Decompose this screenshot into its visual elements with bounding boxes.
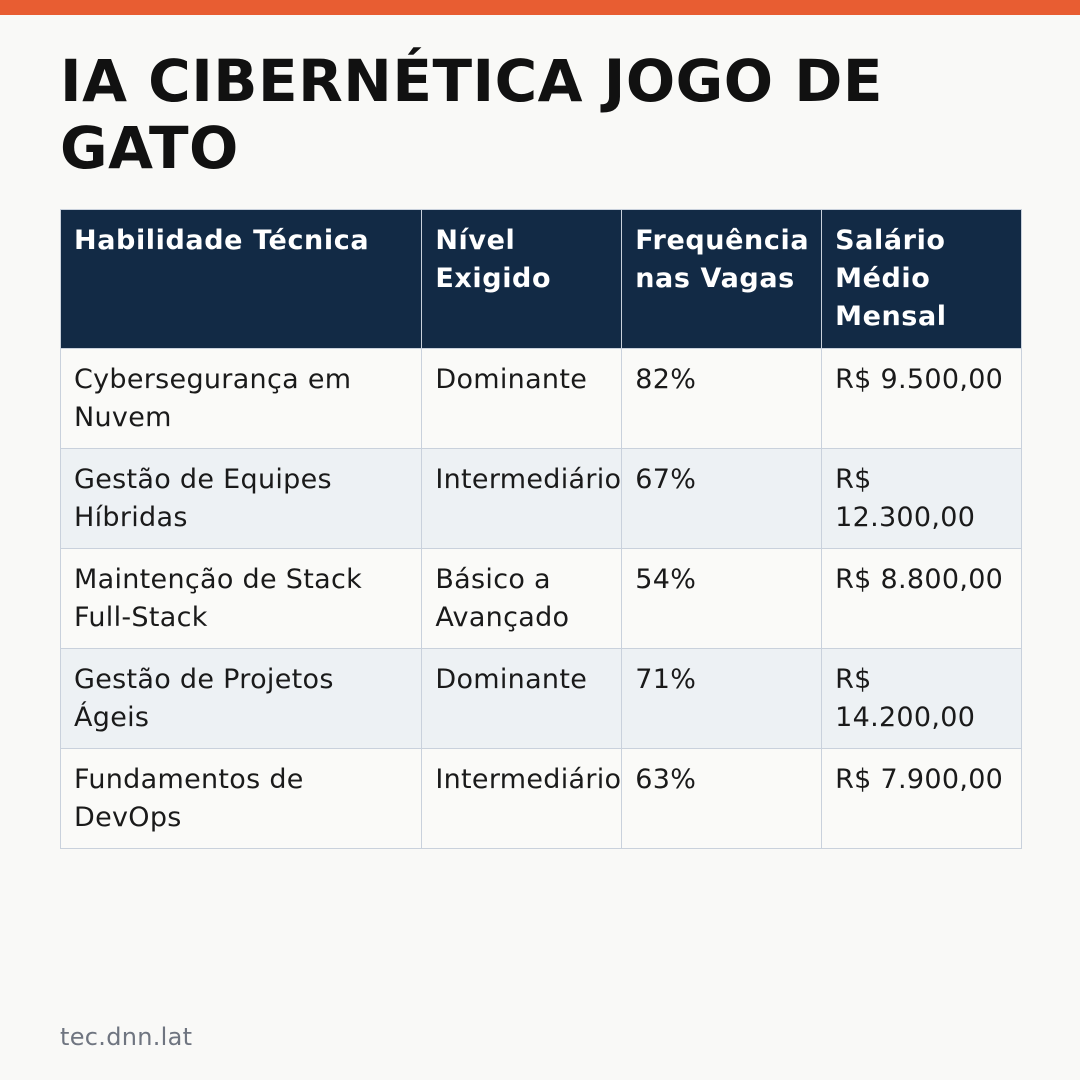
cell-nivel: Intermediário xyxy=(421,748,623,849)
cell-habilidade: Fundamentos de DevOps xyxy=(59,748,423,849)
skills-table: Habilidade Técnica Nível Exigido Frequên… xyxy=(59,209,1022,849)
cell-salario: R$ 9.500,00 xyxy=(821,348,1022,449)
cell-frequencia: 63% xyxy=(621,748,823,849)
header-nivel: Nível Exigido xyxy=(421,209,623,349)
cell-salario: R$ 8.800,00 xyxy=(821,548,1022,649)
table-row: Gestão de Equipes Híbridas Intermediário… xyxy=(59,448,1022,549)
cell-habilidade: Gestão de Projetos Ágeis xyxy=(59,648,423,749)
table-row: Fundamentos de DevOps Intermediário 63% … xyxy=(59,748,1022,849)
page-title: IA CIBERNÉTICA JOGO DE GATO xyxy=(60,47,883,182)
cell-habilidade: Maintenção de Stack Full-Stack xyxy=(59,548,423,649)
cell-frequencia: 82% xyxy=(621,348,823,449)
cell-frequencia: 71% xyxy=(621,648,823,749)
table-row: Maintenção de Stack Full-Stack Básico a … xyxy=(59,548,1022,649)
table-header-row: Habilidade Técnica Nível Exigido Frequên… xyxy=(59,209,1022,349)
header-salario: Salário Médio Mensal xyxy=(821,209,1022,349)
cell-salario: R$ 12.300,00 xyxy=(821,448,1022,549)
footer-domain: tec.dnn.lat xyxy=(60,1023,193,1051)
table-row: Gestão de Projetos Ágeis Dominante 71% R… xyxy=(59,648,1022,749)
cell-nivel: Dominante xyxy=(421,348,623,449)
accent-bar xyxy=(0,0,1080,15)
cell-habilidade: Gestão de Equipes Híbridas xyxy=(59,448,423,549)
cell-nivel: Intermediário xyxy=(421,448,623,549)
cell-habilidade: Cybersegurança em Nuvem xyxy=(59,348,423,449)
cell-nivel: Básico a Avançado xyxy=(421,548,623,649)
cell-frequencia: 67% xyxy=(621,448,823,549)
cell-salario: R$ 14.200,00 xyxy=(821,648,1022,749)
header-habilidade: Habilidade Técnica xyxy=(59,209,423,349)
table-row: Cybersegurança em Nuvem Dominante 82% R$… xyxy=(59,348,1022,449)
cell-nivel: Dominante xyxy=(421,648,623,749)
cell-salario: R$ 7.900,00 xyxy=(821,748,1022,849)
cell-frequencia: 54% xyxy=(621,548,823,649)
header-frequencia: Frequência nas Vagas xyxy=(621,209,823,349)
